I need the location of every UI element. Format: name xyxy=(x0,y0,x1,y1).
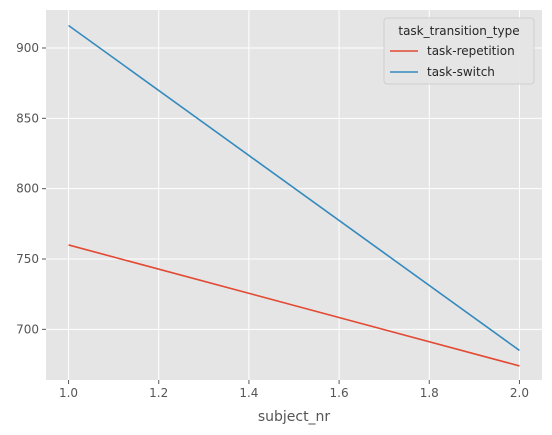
x-tick-label: 1.8 xyxy=(420,386,439,400)
y-tick-label: 850 xyxy=(16,111,39,125)
legend-box xyxy=(383,17,535,85)
x-tick-label: 1.6 xyxy=(330,386,349,400)
y-tick-label: 750 xyxy=(16,252,39,266)
ticks: 1.0 1.2 1.4 1.6 1.8 2.0 700 750 800 850 900 xyxy=(16,41,529,400)
x-tick-label: 1.2 xyxy=(149,386,168,400)
x-tick-label: 1.0 xyxy=(59,386,78,400)
x-axis-label: subject_nr xyxy=(258,409,331,425)
legend: task_transition_type task-repetition tas… xyxy=(383,17,535,85)
legend-label-task-switch: task-switch xyxy=(427,65,495,79)
series-line-task-switch xyxy=(68,24,520,352)
x-tick-label: 2.0 xyxy=(510,386,529,400)
y-tick-label: 900 xyxy=(16,41,39,55)
y-tick-label: 700 xyxy=(16,322,39,336)
legend-title: task_transition_type xyxy=(398,24,519,38)
y-tick-label: 800 xyxy=(16,182,39,196)
series-line-task-repetition xyxy=(68,244,520,367)
series-lines xyxy=(68,24,520,367)
x-tick-label: 1.4 xyxy=(239,386,258,400)
legend-label-task-repetition: task-repetition xyxy=(427,44,515,58)
